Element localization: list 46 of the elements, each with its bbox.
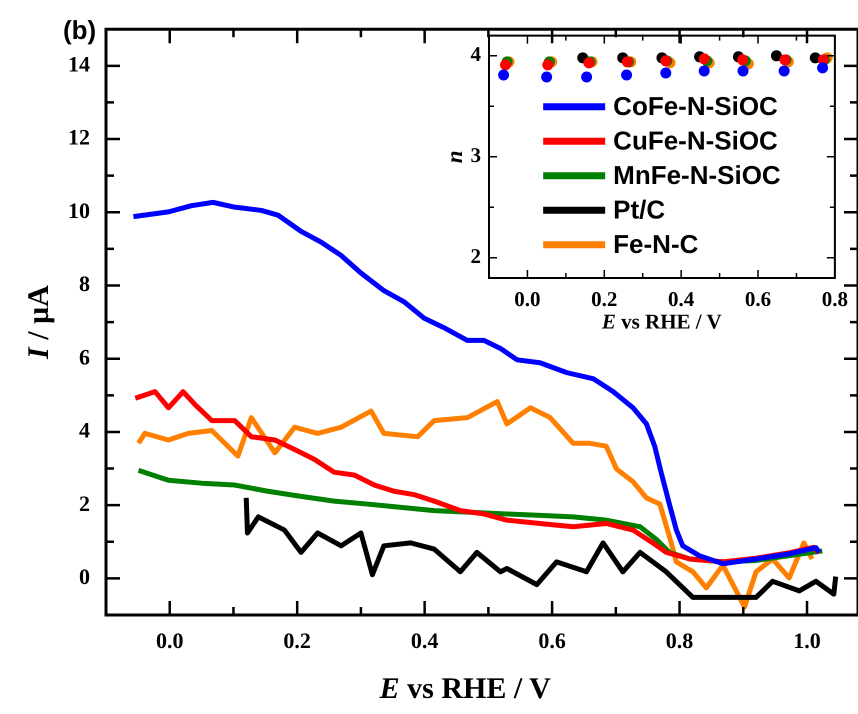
y-tick-label: 3 bbox=[470, 143, 481, 168]
y-tick-label: 6 bbox=[79, 344, 90, 370]
point bbox=[541, 72, 552, 83]
x-tick-label: 0.0 bbox=[156, 628, 184, 653]
point bbox=[621, 69, 632, 80]
x-tick-label: 0.0 bbox=[514, 287, 541, 312]
x-tick-label: 0.8 bbox=[666, 628, 694, 653]
legend-label: Fe-N-C bbox=[613, 228, 699, 259]
x-tick-label: 0.8 bbox=[822, 287, 848, 312]
point bbox=[498, 69, 510, 80]
text: (b) bbox=[63, 15, 96, 46]
x-tick-label: 0.4 bbox=[410, 628, 438, 653]
y-axis-title: n bbox=[442, 150, 467, 164]
y-tick-label: 14 bbox=[68, 52, 90, 76]
x-tick-label: 0.4 bbox=[668, 287, 695, 312]
y-axis-title: I / μA bbox=[22, 284, 55, 360]
x-tick-label: 1.0 bbox=[793, 628, 821, 653]
y-tick-label: 0 bbox=[79, 564, 90, 590]
point bbox=[698, 53, 710, 64]
point bbox=[660, 67, 672, 78]
legend-label: Pt/C bbox=[613, 194, 666, 224]
y-tick-label: 10 bbox=[68, 198, 90, 223]
x-tick-label: 0.2 bbox=[283, 628, 311, 653]
point bbox=[698, 65, 710, 76]
point bbox=[542, 59, 554, 70]
y-tick-label: 8 bbox=[79, 271, 90, 296]
point bbox=[500, 59, 512, 70]
legend-label: MnFe-N-SiOC bbox=[613, 160, 781, 190]
x-axis-title: E vs RHE / V bbox=[378, 672, 552, 705]
x-tick-label: 0.6 bbox=[538, 628, 566, 653]
point bbox=[817, 62, 828, 74]
point bbox=[738, 65, 749, 76]
y-tick-label: 12 bbox=[68, 124, 90, 150]
y-tick-label: 4 bbox=[79, 418, 90, 443]
y-tick-label: 4 bbox=[470, 42, 482, 66]
x-tick-label: 0.2 bbox=[591, 287, 618, 312]
point bbox=[778, 65, 790, 76]
x-tick-label: 0.6 bbox=[744, 287, 772, 312]
point bbox=[737, 54, 748, 66]
y-tick-label: 2 bbox=[470, 244, 481, 268]
y-tick-label: 2 bbox=[79, 490, 90, 516]
legend-label: CoFe-N-SiOC bbox=[613, 90, 778, 121]
point bbox=[581, 72, 592, 83]
point bbox=[770, 50, 782, 62]
x-axis-title: E vs RHE / V bbox=[600, 309, 722, 334]
legend-label: CuFe-N-SiOC bbox=[613, 125, 778, 156]
